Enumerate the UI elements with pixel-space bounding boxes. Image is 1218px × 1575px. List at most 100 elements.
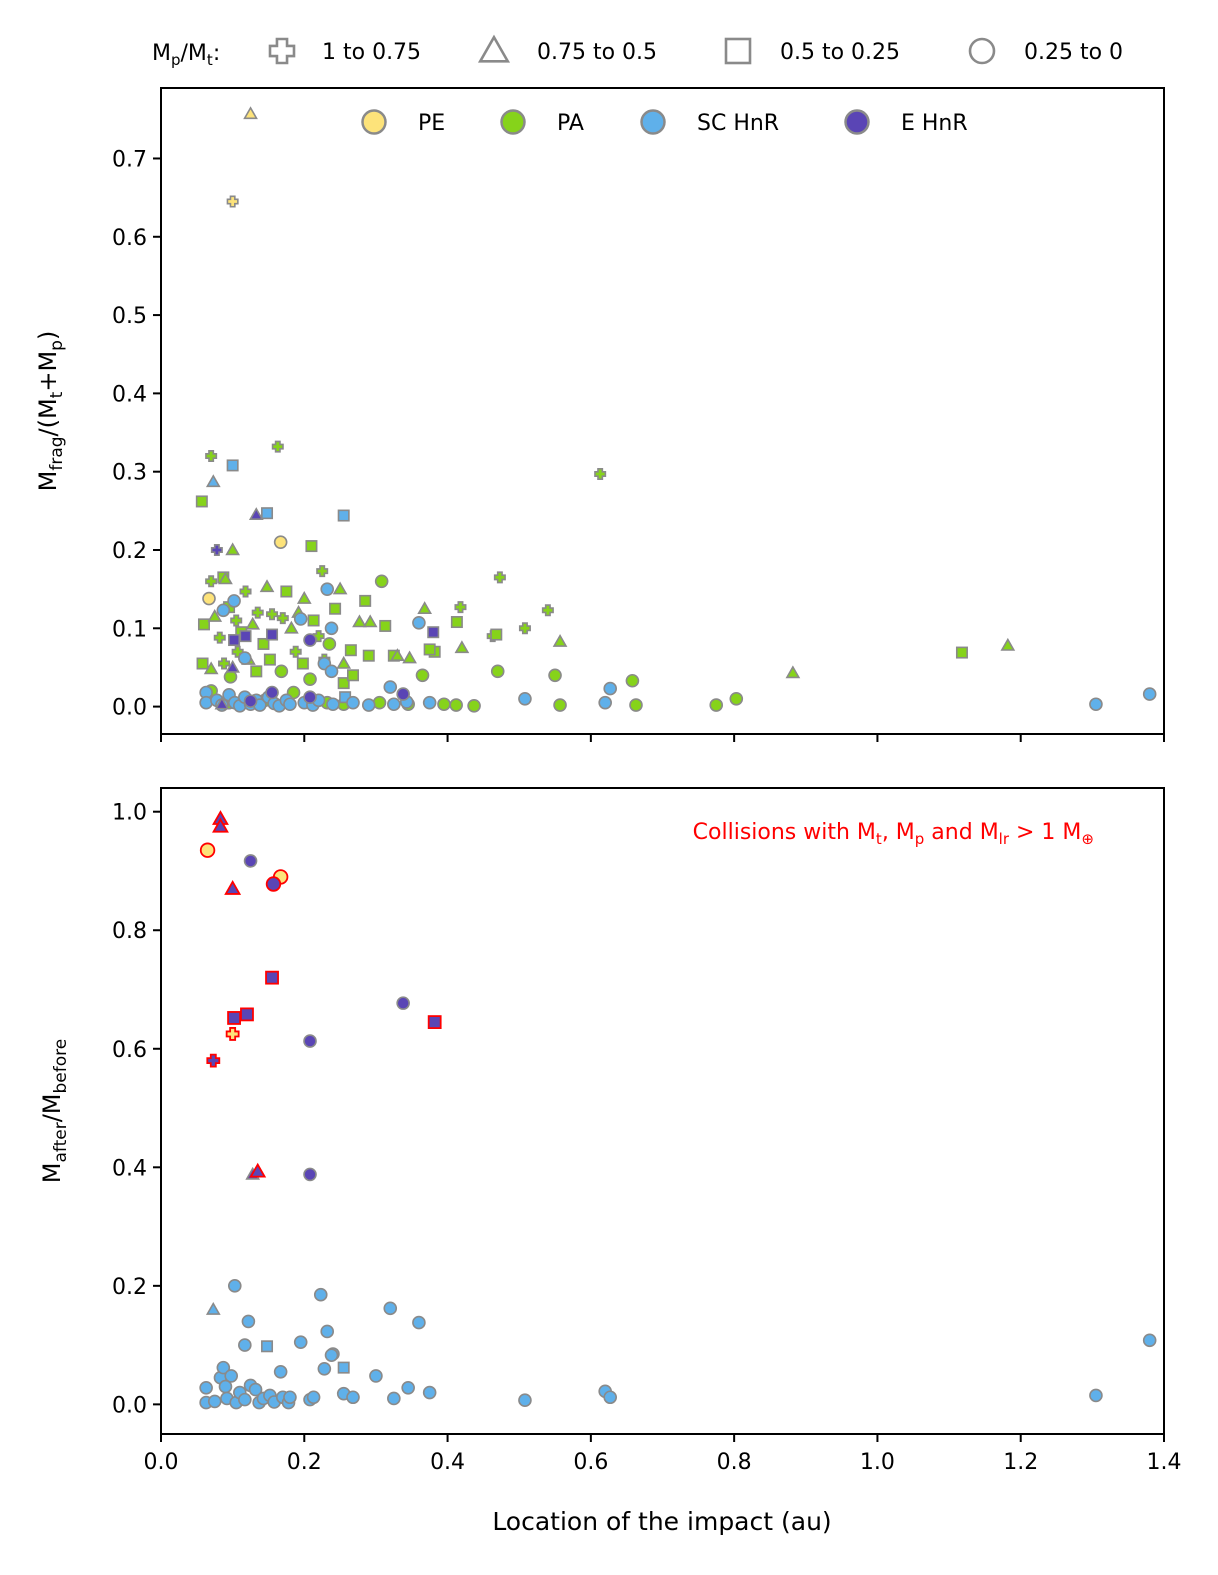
data-point — [227, 1279, 242, 1293]
data-point — [225, 1027, 240, 1041]
type-legend-label: PA — [557, 111, 584, 136]
data-point — [359, 594, 372, 607]
data-point — [412, 1315, 426, 1330]
data-point — [280, 585, 293, 598]
data-point — [283, 697, 297, 712]
type-legend-pa-icon — [500, 109, 526, 135]
data-point — [320, 582, 335, 596]
y-tick-label: 1.0 — [112, 801, 147, 826]
x-axis-label: Location of the impact (au) — [492, 1507, 831, 1536]
data-point — [210, 543, 223, 556]
x-tick-label: 0.4 — [430, 1450, 465, 1475]
data-point — [195, 495, 208, 508]
data-point — [518, 691, 532, 706]
data-point — [303, 690, 317, 704]
data-point — [467, 699, 481, 713]
data-point — [423, 643, 436, 656]
data-point — [265, 876, 282, 892]
data-point — [454, 601, 467, 614]
data-point — [248, 1382, 263, 1397]
data-point — [243, 106, 258, 120]
x-tick-label: 0.6 — [573, 1450, 608, 1475]
data-point — [313, 1287, 328, 1302]
data-point — [259, 579, 275, 593]
data-point — [1142, 1333, 1157, 1348]
data-point — [955, 646, 968, 659]
data-point — [709, 698, 724, 712]
data-point — [317, 1362, 332, 1376]
data-point — [303, 1167, 317, 1182]
data-point — [271, 440, 284, 453]
data-point — [396, 687, 410, 701]
y-tick-label: 0.2 — [112, 1275, 147, 1300]
data-point — [257, 637, 270, 650]
data-point — [1089, 1388, 1103, 1403]
data-point — [306, 1390, 321, 1405]
shape-legend-label: 1 to 0.75 — [322, 40, 421, 65]
data-point — [241, 1314, 256, 1329]
data-point — [490, 664, 505, 679]
data-point — [240, 1007, 254, 1022]
type-legend-label: PE — [418, 111, 445, 136]
data-point — [263, 653, 276, 666]
x-tick-label: 0.0 — [144, 1450, 179, 1475]
data-point — [362, 649, 375, 662]
data-point — [225, 542, 241, 556]
data-point — [230, 614, 243, 627]
data-point — [274, 664, 289, 679]
data-point — [352, 614, 367, 628]
type-legend-label: SC HnR — [697, 111, 779, 136]
data-point — [629, 698, 643, 712]
data-point — [729, 691, 744, 706]
data-point — [199, 842, 216, 858]
y-tick-label: 0.2 — [112, 539, 147, 564]
collision-annotation: Collisions with Mt, Mp and Mlr > 1 M⊕ — [693, 820, 1094, 848]
data-point — [305, 540, 318, 553]
data-point — [296, 657, 309, 670]
data-point — [493, 571, 506, 584]
data-point — [390, 648, 405, 661]
data-point — [206, 1053, 221, 1068]
data-point — [427, 1015, 442, 1030]
data-point — [289, 645, 302, 658]
data-point — [199, 1380, 213, 1395]
data-point — [417, 601, 433, 615]
data-point — [218, 657, 231, 670]
data-point — [284, 620, 299, 634]
data-point — [261, 507, 274, 520]
data-point — [239, 630, 252, 643]
shape-legend-triangle-icon — [477, 34, 511, 63]
shape-legend-label: 0.5 to 0.25 — [780, 40, 900, 65]
data-point — [387, 697, 401, 712]
data-point — [225, 659, 241, 673]
data-point — [337, 509, 350, 522]
data-point — [266, 628, 279, 641]
data-point — [218, 571, 233, 585]
data-point — [362, 614, 378, 628]
bottom-plot-frame — [160, 787, 1165, 1435]
data-point — [336, 655, 352, 669]
y-tick-label: 0.4 — [112, 382, 147, 407]
type-legend-sc-hnr-icon — [640, 109, 666, 135]
top-y-axis-label: Mfrag/(Mt+Mp) — [34, 331, 67, 492]
data-point — [541, 604, 554, 617]
data-point — [303, 1034, 317, 1048]
x-tick-label: 1.4 — [1147, 1450, 1182, 1475]
data-point — [207, 608, 223, 622]
type-legend-pe-icon — [361, 109, 387, 135]
data-point — [437, 697, 451, 712]
data-point — [250, 665, 263, 678]
data-point — [203, 661, 219, 675]
type-legend-e-hnr-icon — [844, 109, 870, 135]
y-tick-label: 0.6 — [112, 1038, 147, 1063]
data-point — [553, 698, 567, 712]
data-point — [324, 664, 339, 679]
data-point — [238, 651, 252, 665]
data-point — [293, 1335, 308, 1349]
shape-legend-circle-icon — [968, 37, 996, 65]
data-point — [303, 633, 317, 647]
data-point — [216, 1360, 231, 1375]
data-point — [196, 657, 209, 670]
data-point — [293, 612, 308, 626]
